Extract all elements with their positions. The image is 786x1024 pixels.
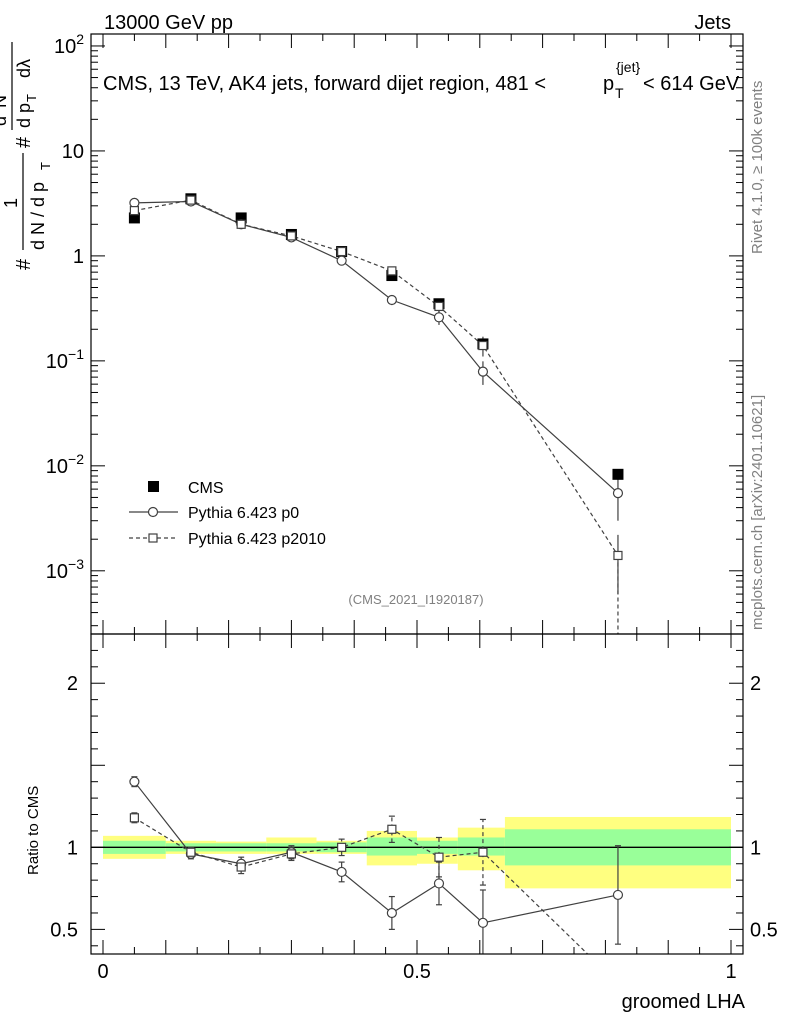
header-left: 13000 GeV pp	[104, 12, 233, 34]
ylabel-d2n-sup: 2	[0, 108, 1, 115]
p2010-ratio-point	[129, 813, 139, 823]
plot-title: CMS, 13 TeV, AK4 jets, forward dijet reg…	[103, 59, 740, 101]
p2010-ratio-point	[434, 852, 444, 862]
p2010-ratio-point	[387, 824, 397, 834]
legend: CMS Pythia 6.423 p0 Pythia 6.423 p2010	[129, 480, 326, 548]
p0-ratio-point	[129, 776, 140, 787]
p0-point	[612, 487, 624, 499]
uncertainty-band-inner	[457, 837, 505, 856]
p0-ratio-point	[477, 917, 489, 928]
cms-point	[612, 468, 624, 480]
main-panel: 102 10 1 10−1 10−2 10−3	[46, 31, 744, 635]
p2010-ratio-point	[337, 842, 347, 852]
ylabel-hash-outer: #	[13, 258, 35, 270]
p0-ratio-point	[386, 907, 397, 919]
p2010-point	[129, 206, 139, 216]
cms-point	[386, 270, 398, 282]
title-before: CMS, 13 TeV, AK4 jets, forward dijet reg…	[103, 73, 546, 95]
p2010-ratio-point	[236, 862, 246, 872]
title-sub: T	[615, 85, 624, 101]
ylabel-one: 1	[1, 198, 21, 208]
header-right: Jets	[694, 12, 731, 34]
ratio-panel: 2 2 1 1 0.5 0.5 0 0.5 1	[50, 633, 778, 983]
p2010-point	[434, 301, 444, 312]
p2010-point	[286, 231, 296, 241]
p2010-line	[134, 199, 619, 556]
p2010-ratio-line	[134, 817, 588, 955]
ratio-y-tick-label: 1	[67, 837, 78, 859]
ratio-y-tick-label-right: 1	[750, 837, 761, 859]
p0-ratio-point	[612, 889, 624, 901]
ylabel-dpt: d p	[14, 103, 34, 128]
legend-label-cms: CMS	[188, 480, 224, 497]
p0-ratio-point	[336, 866, 347, 878]
ratio-y-label: Ratio to CMS	[25, 786, 42, 875]
y-tick-label: 10	[62, 141, 84, 163]
ylabel-dn-sub: T	[38, 162, 53, 170]
title-p: p	[603, 73, 614, 95]
title-sup: {jet}	[616, 59, 640, 75]
legend-marker-p2010	[148, 533, 158, 543]
x-tick-label: 1	[725, 961, 736, 983]
cms-point	[235, 212, 247, 224]
legend-label-p0: Pythia 6.423 p0	[188, 505, 299, 522]
x-tick-label: 0.5	[403, 961, 431, 983]
p2010-point	[236, 219, 246, 229]
p2010-point	[337, 246, 347, 257]
uncertainty-band-inner	[366, 837, 417, 856]
ratio-y-tick-label: 0.5	[50, 919, 78, 941]
mcplots-label: mcplots.cern.ch [arXiv:2401.10621]	[749, 395, 766, 630]
p0-line	[134, 200, 619, 494]
cms-point	[128, 212, 140, 224]
y-tick-label: 10−3	[46, 556, 84, 583]
x-tick-label: 0	[97, 961, 108, 983]
p0-ratio-point	[433, 878, 445, 889]
y-axis-label: # 1 d N / d p T # d 2 N d p T dλ	[0, 42, 53, 270]
p2010-ratio-point	[478, 847, 488, 857]
p0-point	[433, 312, 445, 323]
ylabel-dlambda: dλ	[14, 59, 34, 78]
y-tick-label: 10−1	[46, 346, 84, 373]
ylabel-dpt-sub: T	[24, 94, 39, 102]
ylabel-dn: d N / d p	[28, 182, 48, 250]
p2010-ratio-point	[186, 847, 196, 857]
y-tick-label: 10−2	[46, 451, 84, 478]
ylabel-d2n-d: d	[0, 116, 10, 126]
ratio-y-tick-label-right: 0.5	[750, 919, 778, 941]
title-after: < 614 GeV	[643, 73, 740, 95]
y-tick-label: 102	[54, 31, 84, 58]
x-axis-label: groomed LHA	[622, 991, 746, 1013]
legend-marker-cms	[148, 481, 159, 492]
p0-point	[477, 366, 489, 377]
p2010-point	[478, 340, 488, 351]
p0-point	[386, 294, 397, 306]
analysis-watermark: (CMS_2021_I1920187)	[348, 592, 483, 607]
p0-point	[336, 255, 347, 266]
ratio-y-tick-label: 2	[67, 673, 78, 695]
p2010-point	[186, 195, 196, 205]
ylabel-hash-inner: #	[13, 136, 35, 148]
legend-label-p2010: Pythia 6.423 p2010	[188, 531, 326, 548]
rivet-label: Rivet 4.1.0, ≥ 100k events	[749, 81, 766, 254]
ratio-frame	[90, 633, 744, 955]
legend-marker-p0	[147, 506, 159, 518]
p2010-point	[613, 550, 623, 561]
p2010-point	[387, 266, 397, 276]
y-tick-label: 1	[73, 246, 84, 268]
ratio-y-tick-label-right: 2	[750, 673, 761, 695]
ylabel-d2n-n: N	[0, 95, 10, 108]
p2010-ratio-point	[286, 849, 296, 859]
